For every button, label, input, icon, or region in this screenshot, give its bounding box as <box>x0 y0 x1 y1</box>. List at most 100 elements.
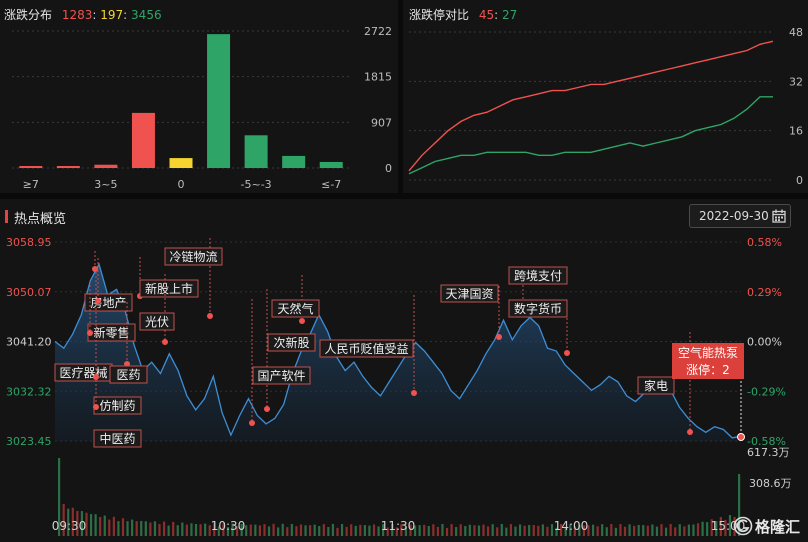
hotspot-tag: 跨境支付 <box>514 268 562 283</box>
limit-title-row: 涨跌停对比 45: 27 <box>409 8 518 22</box>
tag-dot <box>92 266 98 272</box>
y-tick-label: 1815 <box>364 71 392 84</box>
date-picker[interactable]: 2022-09-30 <box>689 204 791 228</box>
y-tick-label: 16 <box>789 125 803 138</box>
x-tick-label: -5~-3 <box>241 178 272 191</box>
volume-bar <box>327 526 330 536</box>
volume-bar <box>664 527 668 536</box>
volume-bar <box>290 524 293 536</box>
volume-max-label: 617.3万 <box>747 446 790 459</box>
volume-bar <box>546 526 549 536</box>
volume-bar <box>587 525 590 536</box>
volume-bar <box>76 510 79 536</box>
volume-bar <box>213 523 216 536</box>
calendar-icon[interactable] <box>772 209 786 223</box>
volume-bar <box>103 515 106 536</box>
volume-bar <box>94 514 97 536</box>
volume-bar <box>642 525 645 536</box>
hotspot-tag: 人民币贬值受益 <box>324 341 408 356</box>
hotspot-chart: 3058.95 0.58% 3050.07 0.29% 3041.20 0.00% 3032… <box>6 236 792 536</box>
volume-bar <box>623 526 627 536</box>
volume-bar <box>318 526 321 536</box>
volume-bar <box>528 525 531 536</box>
hotspot-tag: 光伏 <box>145 315 169 329</box>
volume-bar <box>605 527 608 536</box>
volume-bar <box>678 524 681 536</box>
volume-bar <box>724 519 727 536</box>
volume-bar <box>486 526 490 536</box>
volume-bar <box>258 525 262 536</box>
volume-bar <box>687 524 690 536</box>
hotspot-tag-box <box>319 339 414 358</box>
hotspot-tag-box <box>508 266 568 285</box>
volume-bar <box>578 524 581 536</box>
price-tick-label: 3041.20 <box>6 336 52 349</box>
hotspot-tag: 医疗器械 <box>59 365 107 380</box>
time-axis-label: 15:00 <box>711 519 746 533</box>
volume-bar <box>573 526 576 536</box>
y-tick-label: 907 <box>371 116 392 129</box>
highlight-dot <box>737 433 745 441</box>
y-tick-label: 0 <box>796 174 803 187</box>
bar <box>282 155 306 168</box>
hotspot-tag-box <box>93 429 142 448</box>
volume-bar <box>359 524 362 536</box>
volume-bar <box>418 525 421 536</box>
pct-tick-label: 0.00% <box>747 336 782 349</box>
bar <box>207 34 231 168</box>
hotspot-title: 热点概览 <box>14 212 67 227</box>
time-axis-label: 09:30 <box>52 519 87 533</box>
hotspot-tag-box <box>267 333 316 352</box>
volume-bar <box>550 524 554 536</box>
volume-bar <box>217 526 220 536</box>
volume-bar <box>646 525 649 536</box>
volume-bar <box>345 526 348 536</box>
highlight-tag-name: 空气能热泵 <box>678 345 738 360</box>
volume-bar <box>263 524 266 536</box>
volume-bar <box>395 527 398 536</box>
bar <box>169 158 193 168</box>
tag-dot <box>496 334 502 340</box>
time-axis-label: 14:00 <box>554 519 589 533</box>
volume-bar <box>518 524 522 536</box>
volume-bar <box>226 527 230 536</box>
pct-tick-label: -0.58% <box>747 435 786 448</box>
volume-bar <box>245 525 248 536</box>
volume-bar <box>473 525 476 536</box>
hotspot-tag: 仿制药 <box>99 399 135 413</box>
volume-bar <box>514 526 517 536</box>
volume-bar <box>738 474 741 536</box>
limit-down-line <box>408 96 773 175</box>
volume-bar <box>176 525 179 536</box>
updown-panel: 涨跌分布 1283: 197: 3456 2722 1815 907 0 ≥7 3~5 0 -… <box>0 0 398 193</box>
volume-bar <box>450 524 453 536</box>
hotspot-tag: 次新股 <box>273 335 309 350</box>
volume-bar <box>683 526 686 536</box>
hotspot-tag: 中医药 <box>99 431 135 446</box>
volume-bar <box>719 517 722 536</box>
volume-bar <box>382 524 385 536</box>
volume-bar <box>194 524 198 536</box>
limit-title: 涨跌停对比 <box>409 8 470 22</box>
volume-bar <box>560 524 563 536</box>
volume-bar <box>432 524 435 536</box>
limit-up-line <box>408 40 774 172</box>
hotspot-tag-box <box>109 365 148 384</box>
volume-bar <box>62 504 65 536</box>
volume-bar <box>710 519 713 536</box>
price-tick-label: 3050.07 <box>6 286 52 299</box>
volume-bar <box>509 524 513 536</box>
price-tick-label: 3058.95 <box>6 236 52 249</box>
x-tick-label: ≤-7 <box>321 178 341 191</box>
hotspot-tag: 天然气 <box>277 301 313 316</box>
volume-bar <box>181 522 184 536</box>
volume-bar <box>153 521 157 536</box>
volume-bar <box>436 526 439 536</box>
volume-bar <box>99 516 102 536</box>
tag-dot <box>249 420 255 426</box>
bar <box>131 112 155 168</box>
time-axis-label: 11:30 <box>381 519 416 533</box>
volume-bar <box>706 522 709 536</box>
date-value: 2022-09-30 <box>699 209 769 223</box>
hotspot-tag-box <box>139 279 199 298</box>
